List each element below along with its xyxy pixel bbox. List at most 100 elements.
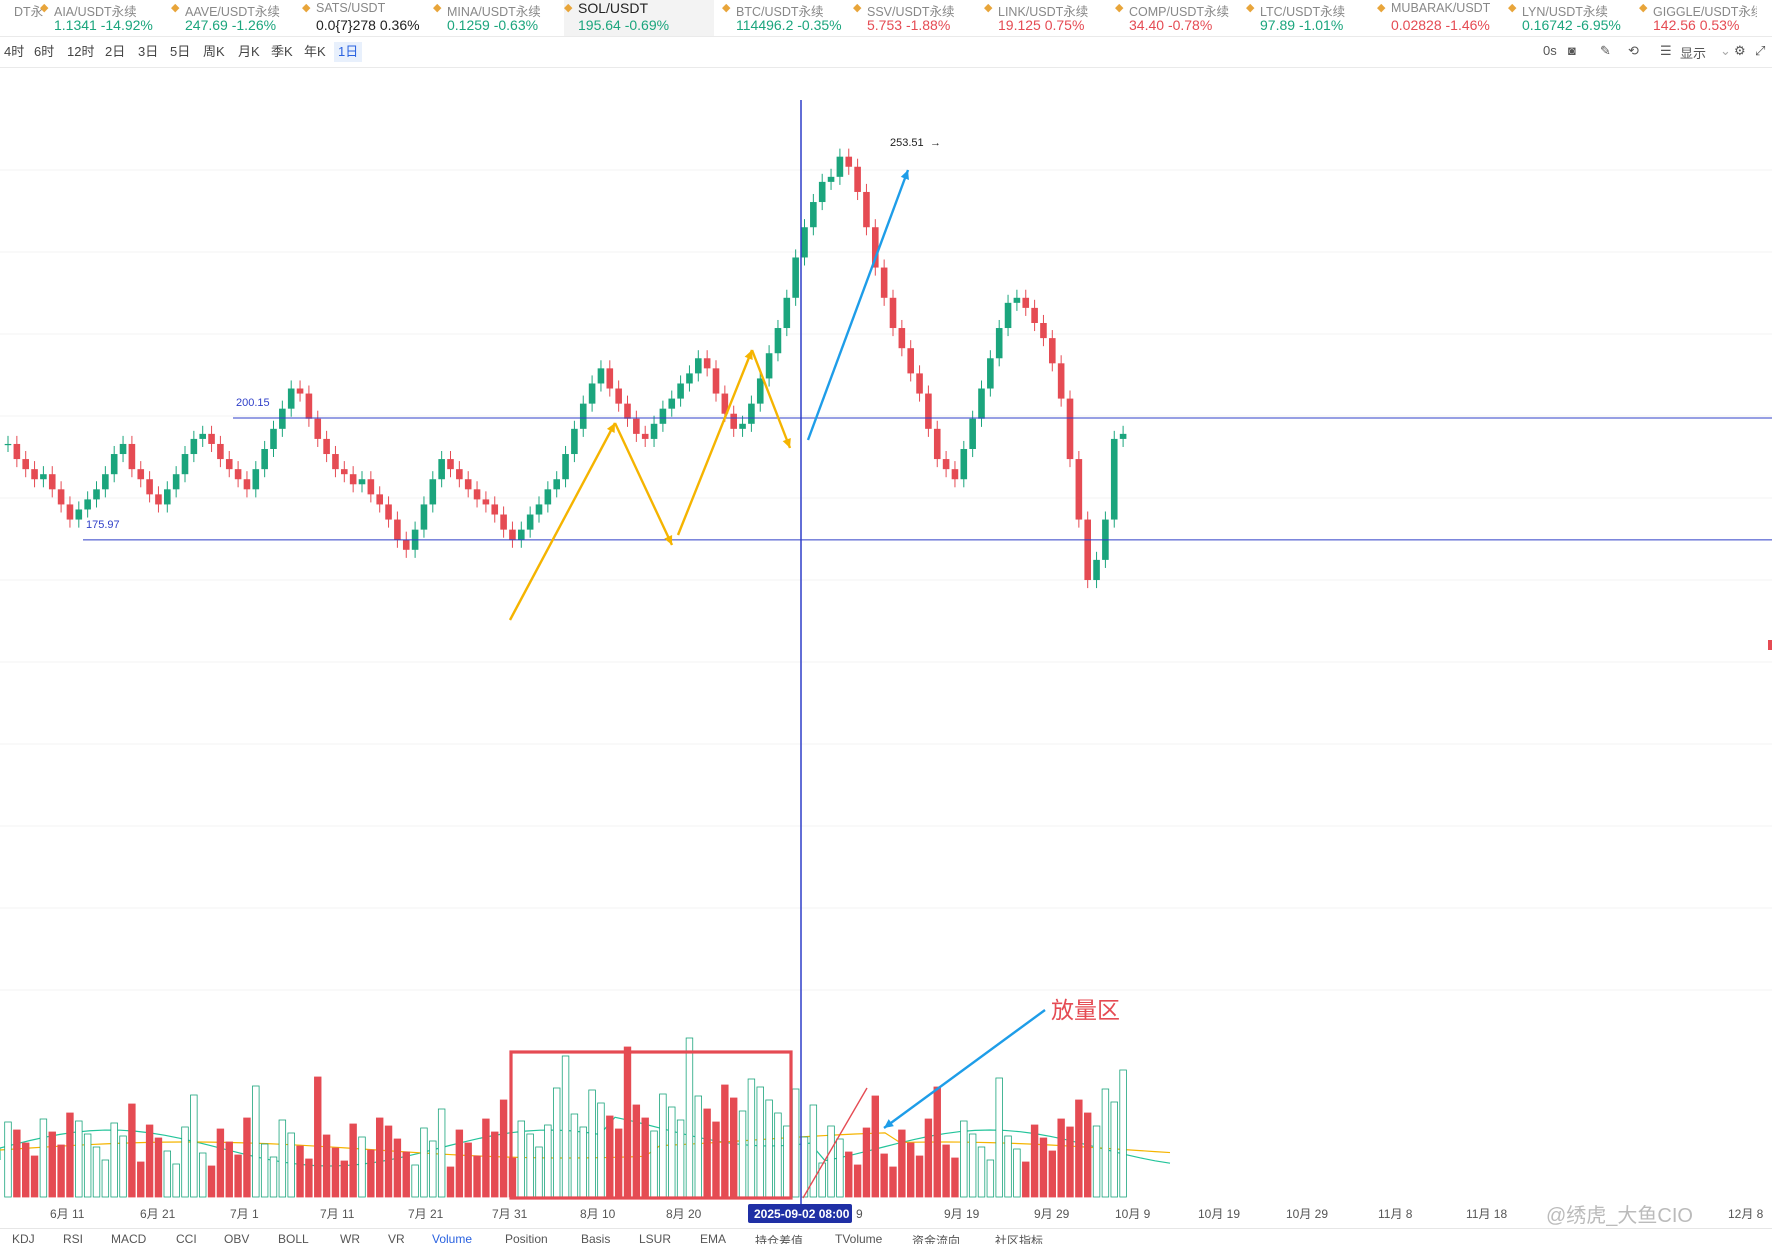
favorite-star-icon[interactable]: ◆ bbox=[1377, 2, 1386, 14]
favorite-star-icon[interactable]: ◆ bbox=[1246, 2, 1255, 14]
candle-body bbox=[1040, 322, 1047, 339]
indicator-tab[interactable]: OBV bbox=[224, 1232, 250, 1244]
candle-body bbox=[721, 393, 729, 414]
display-button[interactable]: 显示 bbox=[1680, 46, 1707, 61]
favorite-star-icon[interactable]: ◆ bbox=[1115, 2, 1124, 14]
x-axis-tick: 7月 21 bbox=[408, 1207, 444, 1221]
settings-icon[interactable]: ⚙ bbox=[1734, 43, 1746, 58]
interval-option[interactable]: 周K bbox=[203, 44, 225, 59]
screenshot-icon[interactable]: ◙ bbox=[1568, 43, 1576, 58]
candle-body bbox=[1084, 519, 1091, 581]
interval-option[interactable]: 6时 bbox=[34, 44, 55, 59]
volume-bar bbox=[207, 1165, 216, 1198]
x-axis-tick: 6月 21 bbox=[140, 1207, 176, 1221]
ticker-item[interactable]: ◆ AIA/USDT永续 1.1341 -14.92% bbox=[40, 0, 166, 36]
favorite-star-icon[interactable]: ◆ bbox=[853, 2, 862, 14]
volume-bar bbox=[154, 1137, 163, 1198]
interval-option[interactable]: 季K bbox=[271, 44, 293, 59]
interval-option[interactable]: 2日 bbox=[105, 44, 126, 59]
trend-arrow bbox=[806, 169, 910, 441]
indicator-tab[interactable]: Position bbox=[505, 1232, 548, 1244]
interval-option[interactable]: 月K bbox=[238, 44, 260, 59]
ticker-item[interactable]: ◆ LTC/USDT永续 97.89 -1.01% bbox=[1246, 0, 1372, 36]
indicator-tab[interactable]: TVolume bbox=[835, 1232, 883, 1244]
candle-body bbox=[872, 227, 879, 268]
replay-icon[interactable]: ⟲ bbox=[1628, 43, 1639, 58]
ticker-item[interactable]: ◆ GIGGLE/USDT永续 142.56 0.53% bbox=[1639, 0, 1765, 36]
indicator-tab[interactable]: KDJ bbox=[12, 1232, 35, 1244]
chevron-down-icon[interactable]: ⌄ bbox=[1720, 43, 1731, 58]
interval-option[interactable]: 5日 bbox=[170, 44, 191, 59]
candle-body bbox=[969, 418, 976, 449]
ticker-item[interactable]: DT永 bbox=[0, 0, 126, 36]
volume-bar bbox=[260, 1143, 269, 1198]
volume-bar bbox=[296, 1145, 304, 1198]
ticker-item[interactable]: ◆ LINK/USDT永续 19.125 0.75% bbox=[984, 0, 1110, 36]
favorite-star-icon[interactable]: ◆ bbox=[40, 2, 49, 14]
volume-bar bbox=[968, 1133, 977, 1198]
candle-body bbox=[1004, 302, 1012, 329]
indicator-tab[interactable]: BOLL bbox=[278, 1232, 309, 1244]
favorite-star-icon[interactable]: ◆ bbox=[171, 2, 180, 14]
ticker-item[interactable]: ◆ SOL/USDT 195.64 -0.69% bbox=[564, 0, 714, 36]
interval-option[interactable]: 12时 bbox=[67, 44, 95, 59]
candle-body bbox=[518, 529, 525, 540]
volume-bar bbox=[1030, 1124, 1039, 1198]
ticker-item[interactable]: ◆ COMP/USDT永续 34.40 -0.78% bbox=[1115, 0, 1241, 36]
volume-bar bbox=[889, 1166, 897, 1198]
indicator-tab[interactable]: Basis bbox=[581, 1232, 611, 1244]
indicator-tab[interactable]: CCI bbox=[176, 1232, 197, 1244]
volume-bar bbox=[1092, 1125, 1101, 1198]
ticker-item[interactable]: ◆ BTC/USDT永续 114496.2 -0.35% bbox=[722, 0, 848, 36]
indicator-tab[interactable]: 社区指标 bbox=[995, 1234, 1044, 1244]
volume-bar bbox=[632, 1104, 641, 1198]
indicator-tab[interactable]: 持仓差值 bbox=[755, 1234, 804, 1244]
candle-body bbox=[562, 454, 569, 480]
interval-toolbar: 4时 6时 12时 2日 3日 5日 周K 月K 季K 年K 1日 0s ◙ ✎ ⟲ ☰ 显示 ⌄ … bbox=[0, 37, 1772, 68]
favorite-star-icon[interactable]: ◆ bbox=[433, 2, 442, 14]
indicator-tab[interactable]: VR bbox=[388, 1232, 405, 1244]
favorite-star-icon[interactable]: ◆ bbox=[564, 2, 573, 14]
favorite-star-icon[interactable]: ◆ bbox=[1508, 2, 1517, 14]
ticker-item[interactable]: ◆ MUBARAK/USDT 0.02828 -1.46% bbox=[1377, 0, 1503, 36]
ticker-item[interactable]: ◆ LYN/USDT永续 0.16742 -6.95% bbox=[1508, 0, 1634, 36]
candle-body bbox=[1110, 438, 1118, 520]
interval-option[interactable]: 年K bbox=[304, 44, 326, 59]
volume-bar bbox=[650, 1130, 658, 1198]
favorite-star-icon[interactable]: ◆ bbox=[302, 2, 311, 14]
indicator-tab[interactable]: Volume bbox=[432, 1232, 473, 1244]
volume-bar bbox=[437, 1108, 446, 1198]
interval-option[interactable]: 3日 bbox=[138, 44, 159, 59]
interval-option[interactable]: 1日 bbox=[334, 42, 363, 62]
indicator-tab[interactable]: 资金流向 bbox=[912, 1234, 961, 1244]
indicator-tab[interactable]: MACD bbox=[111, 1232, 147, 1244]
resistance-price-label: 200.15 bbox=[236, 397, 270, 409]
favorite-star-icon[interactable]: ◆ bbox=[984, 2, 993, 14]
ticker-last-price: 114496.2 bbox=[736, 17, 794, 33]
interval-option[interactable]: 4时 bbox=[4, 44, 25, 59]
candle-body bbox=[102, 474, 109, 490]
favorite-star-icon[interactable]: ◆ bbox=[722, 2, 731, 14]
volume-bar bbox=[92, 1146, 101, 1198]
fullscreen-icon[interactable]: ⤢ bbox=[1755, 43, 1766, 58]
favorite-star-icon[interactable]: ◆ bbox=[1639, 2, 1648, 14]
ticker-last-price: 5.753 bbox=[867, 17, 903, 33]
volume-zone-box bbox=[509, 1050, 793, 1200]
ticker-item[interactable]: ◆ AAVE/USDT永续 247.69 -1.26% bbox=[171, 0, 297, 36]
volume-bar bbox=[597, 1102, 605, 1198]
ticker-last-price: 19.125 bbox=[998, 17, 1041, 33]
ticker-item[interactable]: ◆ SSV/USDT永续 5.753 -1.88% bbox=[853, 0, 979, 36]
volume-bar bbox=[252, 1085, 260, 1198]
volume-bar bbox=[1084, 1112, 1092, 1198]
indicator-tab[interactable]: LSUR bbox=[639, 1232, 672, 1244]
volume-bar bbox=[1048, 1150, 1056, 1198]
indicator-tab[interactable]: WR bbox=[340, 1232, 360, 1244]
draw-tool-icon[interactable]: ✎ bbox=[1600, 43, 1611, 58]
indicator-tab[interactable]: RSI bbox=[63, 1232, 84, 1244]
arrow-right-icon: → bbox=[930, 137, 941, 149]
indicator-tab[interactable]: EMA bbox=[700, 1232, 727, 1244]
indicators-icon[interactable]: ☰ bbox=[1660, 43, 1672, 58]
ticker-item[interactable]: ◆ MINA/USDT永续 0.1259 -0.63% bbox=[433, 0, 559, 36]
ticker-item[interactable]: ◆ SATS/USDT 0.0{7}278 0.36% bbox=[302, 0, 428, 36]
